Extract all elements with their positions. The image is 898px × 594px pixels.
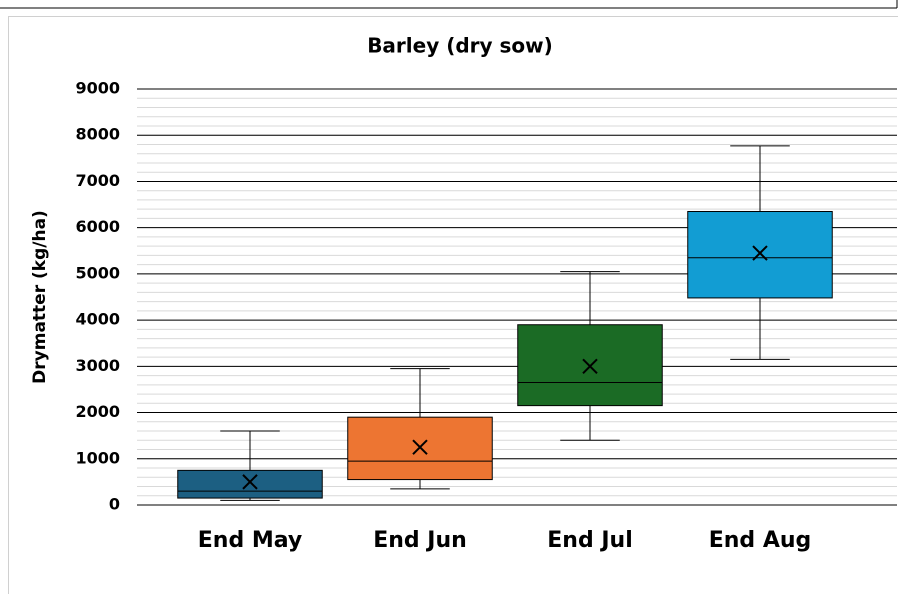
box [687,210,833,299]
y-tick-label: 8000 [75,125,120,144]
y-tick-label: 7000 [75,171,120,190]
y-tick-label: 6000 [75,217,120,236]
mean-marker [752,245,768,261]
y-tick-label: 2000 [75,402,120,421]
y-tick-label: 4000 [75,310,120,329]
y-tick-label: 5000 [75,263,120,282]
box [177,469,323,499]
y-tick-label: 9000 [75,79,120,98]
x-tick-label: End May [198,528,303,553]
mean-marker [582,358,598,375]
y-tick-label: 1000 [75,448,120,467]
mean-marker [242,474,258,490]
y-tick-label: 3000 [75,356,120,375]
mean-marker [412,439,428,455]
x-tick-label: End Aug [709,528,812,553]
y-axis-label: Drymatter (kg/ha) [30,210,50,384]
x-tick-label: End Jul [547,528,633,553]
y-tick-label: 0 [109,495,120,514]
chart-title: Barley (dry sow) [367,34,553,58]
x-tick-label: End Jun [373,528,467,553]
